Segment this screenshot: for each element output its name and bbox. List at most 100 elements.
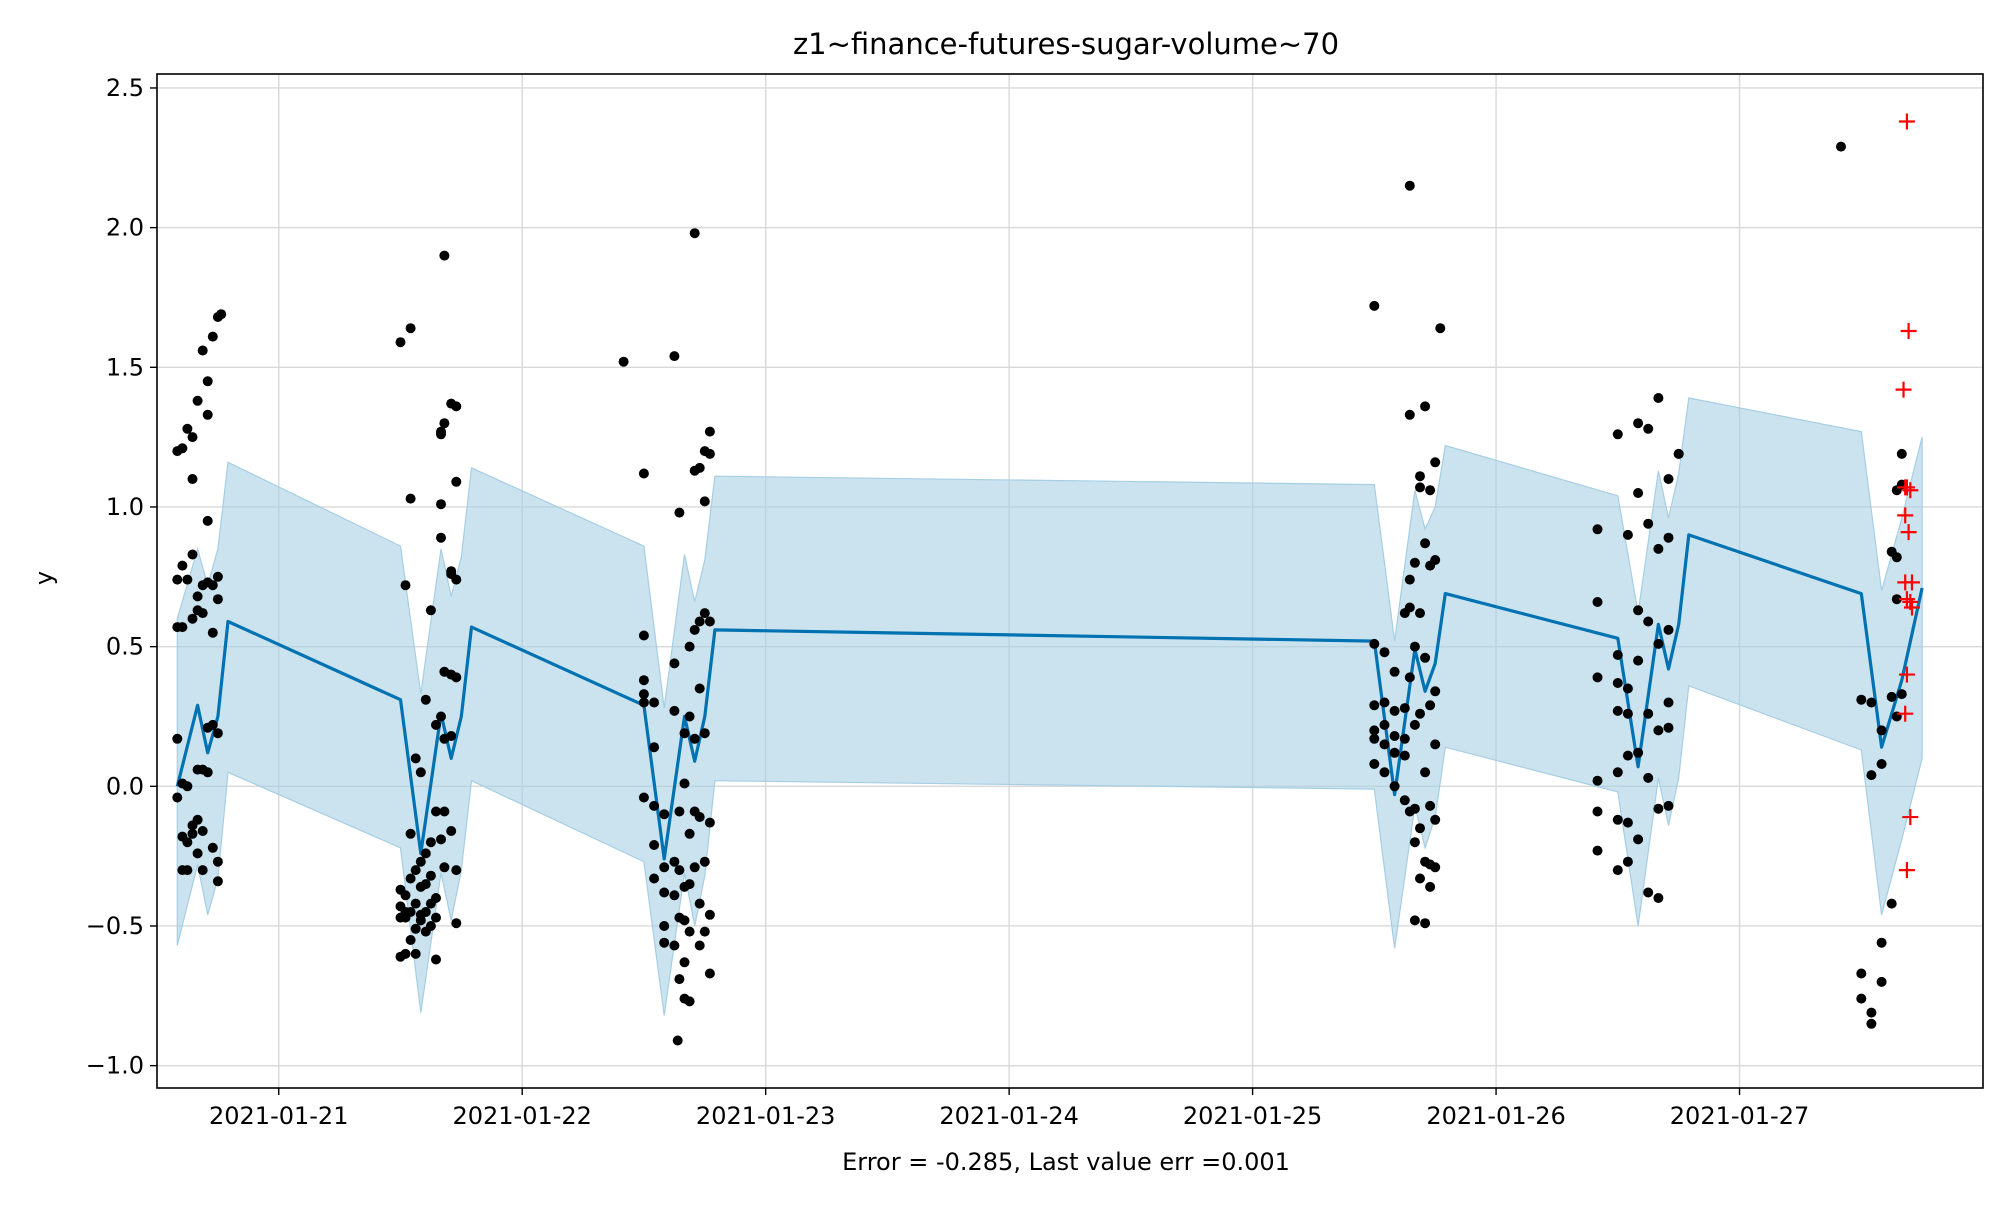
observed-point	[1399, 795, 1410, 806]
observed-point	[1425, 700, 1436, 711]
observed-point	[1409, 557, 1420, 568]
forecast-yhat-line	[175, 533, 1924, 861]
observed-point	[439, 418, 450, 429]
observed-point	[1420, 538, 1431, 549]
observed-point	[1891, 594, 1902, 605]
observed-point	[649, 840, 660, 850]
observed-point	[207, 331, 218, 342]
observed-point	[649, 800, 660, 811]
observed-point	[1409, 837, 1420, 848]
observed-point	[1633, 655, 1644, 666]
uncertainty-band-area	[176, 397, 1923, 1016]
observed-point	[689, 624, 700, 635]
observed-point	[1415, 708, 1425, 719]
observed-point	[1633, 834, 1644, 845]
future-point	[1902, 809, 1919, 826]
future-point	[1897, 574, 1914, 591]
future-point	[1902, 482, 1919, 499]
observed-point	[1866, 770, 1877, 781]
y-tick-label: −0.5	[86, 912, 144, 940]
observed-point	[684, 828, 695, 839]
observed-point	[177, 560, 188, 571]
observed-point	[1415, 873, 1425, 884]
observed-point	[689, 228, 700, 239]
x-tick-label: 2021-01-22	[452, 1102, 591, 1130]
observed-point	[436, 499, 446, 510]
observed-point	[659, 921, 670, 931]
observed-point	[1425, 800, 1436, 811]
observed-point	[212, 594, 223, 605]
observed-point	[1404, 672, 1415, 683]
observed-point	[182, 781, 193, 792]
future-point	[1898, 113, 1915, 130]
observed-point	[212, 856, 223, 867]
x-tick-label: 2021-01-24	[939, 1102, 1078, 1130]
observed-point	[699, 926, 710, 937]
observed-point	[1369, 638, 1380, 649]
observed-point	[638, 697, 649, 708]
observed-point	[212, 728, 223, 739]
observed-point	[1612, 429, 1623, 440]
observed-point	[192, 591, 203, 602]
observed-point	[1876, 725, 1887, 736]
observed-point	[187, 432, 198, 443]
observed-point	[689, 862, 700, 873]
observed-point	[672, 1035, 683, 1046]
future-point	[1897, 705, 1914, 722]
observed-point	[1592, 845, 1603, 856]
observed-point	[182, 837, 193, 848]
observed-point	[679, 778, 690, 789]
observed-point	[410, 923, 421, 934]
observed-point	[172, 792, 183, 803]
observed-point	[202, 767, 213, 778]
observed-point	[420, 907, 431, 917]
observed-point	[1653, 543, 1664, 554]
observed-point	[1404, 602, 1415, 613]
observed-point	[415, 767, 426, 778]
observed-point	[439, 806, 450, 817]
observed-point	[1663, 532, 1674, 543]
observed-point	[187, 828, 198, 839]
observed-point	[659, 862, 670, 873]
observed-point	[1891, 552, 1902, 563]
x-axis-label: Error = -0.285, Last value err =0.001	[842, 1148, 1290, 1176]
future-point	[1897, 507, 1914, 524]
future-point	[1898, 591, 1915, 608]
chart-title: z1~finance-futures-sugar-volume~70	[793, 27, 1339, 61]
observed-point	[699, 856, 710, 867]
observed-point	[1420, 918, 1431, 929]
observed-point	[415, 856, 426, 867]
observed-point	[172, 574, 183, 585]
y-axis-label: y	[30, 571, 58, 585]
observed-point	[405, 493, 416, 504]
observed-point	[1415, 608, 1425, 619]
observed-point	[694, 616, 705, 627]
observed-point	[1866, 697, 1877, 708]
observed-point	[1612, 678, 1623, 688]
observed-point	[1653, 393, 1664, 403]
observed-point	[659, 809, 670, 820]
observed-point	[202, 376, 213, 387]
observed-point	[669, 856, 680, 867]
observed-point	[177, 443, 188, 454]
observed-point	[1633, 488, 1644, 498]
observed-point	[1409, 641, 1420, 652]
x-tick-label: 2021-01-26	[1426, 1102, 1565, 1130]
observed-point	[207, 580, 218, 591]
observed-point	[451, 401, 462, 412]
observed-point	[1653, 803, 1664, 814]
x-tick-label: 2021-01-27	[1670, 1102, 1809, 1130]
observed-point	[1415, 823, 1425, 834]
observed-point	[197, 345, 208, 356]
observed-point	[192, 395, 203, 406]
observed-point	[649, 697, 660, 708]
observed-point	[694, 462, 705, 473]
observed-point	[405, 828, 416, 839]
observed-point	[182, 574, 193, 585]
observed-point	[410, 898, 421, 909]
observed-point	[669, 890, 680, 901]
observed-point	[669, 705, 680, 716]
observed-point	[1420, 652, 1431, 663]
observed-point	[1886, 691, 1897, 702]
